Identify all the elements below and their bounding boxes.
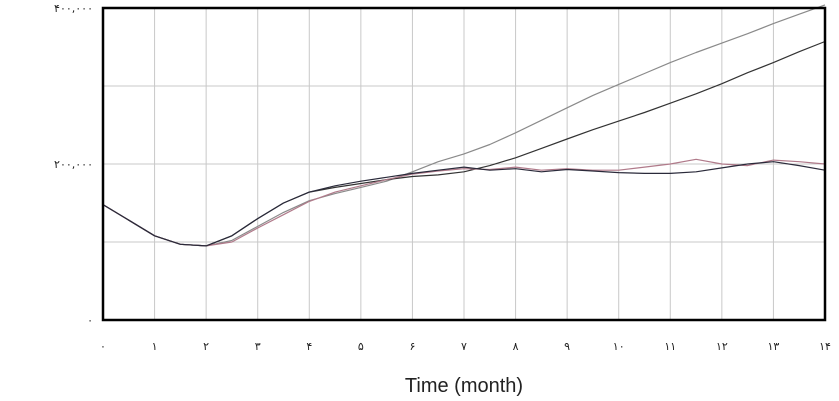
x-tick-label: ۸ xyxy=(513,340,519,353)
x-tick-label: ۱۱ xyxy=(664,340,676,353)
y-tick-label: ۲۰۰,۰۰۰ xyxy=(54,158,93,171)
series-line-4 xyxy=(102,161,826,247)
x-tick-label: ۱ xyxy=(152,340,158,353)
x-tick-label: ۰ xyxy=(100,340,106,353)
x-tick-label: ۱۲ xyxy=(716,340,728,353)
x-tick-label: ۱۴ xyxy=(819,340,831,353)
y-tick-labels: ۴۰۰,۰۰۰ ۲۰۰,۰۰۰ ۰ xyxy=(54,2,93,327)
series-lines xyxy=(102,4,826,247)
plot-frame xyxy=(101,6,827,322)
grid-lines xyxy=(103,8,825,320)
x-tick-label: ۵ xyxy=(358,340,364,353)
x-tick-label: ۷ xyxy=(461,340,467,353)
series-line-1 xyxy=(102,4,826,247)
y-tick-label: ۴۰۰,۰۰۰ xyxy=(54,2,93,15)
x-tick-labels: ۰ ۱ ۲ ۳ ۴ ۵ ۶ ۷ ۸ ۹ ۱۰ ۱۱ ۱۲ ۱۳ ۱۴ xyxy=(100,340,831,353)
x-tick-label: ۴ xyxy=(306,340,312,353)
x-tick-label: ۱۳ xyxy=(768,340,780,353)
x-tick-label: ۹ xyxy=(564,340,570,353)
x-axis-label: Time (month) xyxy=(405,375,523,397)
x-tick-label: ۶ xyxy=(409,340,415,353)
x-tick-label: ۲ xyxy=(203,340,209,353)
series-line-3 xyxy=(102,158,826,247)
y-tick-label: ۰ xyxy=(87,314,93,327)
x-tick-label: ۱۰ xyxy=(613,340,625,353)
x-tick-label: ۳ xyxy=(255,340,261,353)
